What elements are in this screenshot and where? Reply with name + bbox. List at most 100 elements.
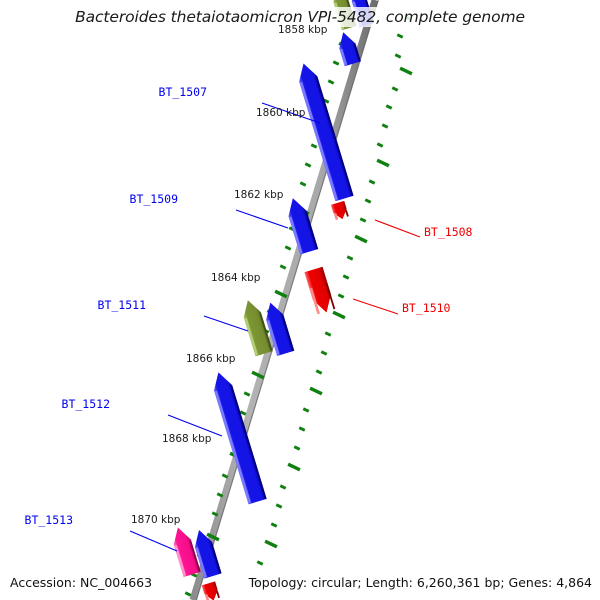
feature-mark bbox=[381, 123, 389, 129]
feature-mark bbox=[391, 86, 399, 92]
leader-line bbox=[261, 102, 321, 124]
axis-tick-label: 1862 kbp bbox=[234, 189, 284, 201]
label-leader-lines bbox=[129, 102, 421, 552]
axis-tick-label: 1866 kbp bbox=[186, 353, 236, 365]
feature-mark bbox=[304, 162, 312, 168]
gene-label-bt_1510[interactable]: BT_1510 bbox=[402, 301, 451, 315]
gene-body[interactable] bbox=[262, 300, 295, 356]
gene-shade bbox=[259, 313, 273, 351]
gene-shade bbox=[305, 211, 318, 249]
axis-tick-label: 1860 kbp bbox=[256, 107, 306, 119]
feature-mark bbox=[337, 293, 345, 299]
gene-label-bt_1511[interactable]: BT_1511 bbox=[97, 298, 146, 312]
genome-backbone-shadow bbox=[195, 0, 379, 600]
gene-bt_1511[interactable] bbox=[239, 298, 273, 357]
gene-BT_1513-blue[interactable] bbox=[190, 527, 222, 579]
feature-mark bbox=[364, 198, 372, 204]
feature-mark bbox=[368, 179, 376, 185]
gene-body[interactable] bbox=[239, 298, 273, 357]
gene-bt_1507[interactable] bbox=[294, 61, 354, 202]
axis-tick-label: 1858 kbp bbox=[278, 24, 328, 36]
feature-mark bbox=[310, 143, 318, 149]
feature-mark bbox=[216, 492, 224, 498]
feature-mark bbox=[264, 539, 278, 549]
feature-mark bbox=[342, 274, 350, 280]
feature-mark bbox=[184, 591, 192, 597]
feature-mark bbox=[298, 426, 306, 432]
gene-bt_1510[interactable] bbox=[304, 266, 336, 316]
gene-shade bbox=[325, 283, 336, 310]
axis-tick-label: 1868 kbp bbox=[162, 433, 212, 445]
gene-body[interactable] bbox=[209, 370, 267, 505]
gene-label-bt_1509[interactable]: BT_1509 bbox=[129, 192, 178, 206]
feature-marks-right-track bbox=[252, 15, 413, 585]
gene-top-olive[interactable] bbox=[330, 0, 357, 31]
backbone-group bbox=[189, 0, 379, 600]
gene-highlight bbox=[333, 213, 339, 221]
feature-mark bbox=[376, 158, 390, 168]
gene-body[interactable] bbox=[284, 195, 319, 255]
gene-bt_1508[interactable] bbox=[330, 200, 349, 221]
feature-mark bbox=[332, 310, 346, 320]
gene-body[interactable] bbox=[330, 200, 349, 221]
feature-mark bbox=[275, 503, 283, 509]
gene-BT_1511-blue[interactable] bbox=[262, 300, 295, 356]
feature-mark bbox=[279, 484, 287, 490]
gene-blue-a[interactable] bbox=[335, 30, 361, 67]
gene-highlight bbox=[174, 544, 186, 577]
leader-line bbox=[203, 315, 249, 332]
feature-mark bbox=[346, 255, 354, 261]
gene-label-bt_1512[interactable]: BT_1512 bbox=[61, 397, 110, 411]
gene-bt_1513[interactable] bbox=[169, 525, 201, 578]
gene-bt_1512[interactable] bbox=[209, 370, 267, 505]
feature-mark bbox=[279, 264, 287, 270]
gene-label-bt_1507[interactable]: BT_1507 bbox=[158, 85, 207, 99]
gene-shade bbox=[345, 209, 349, 217]
feature-mark bbox=[385, 104, 393, 110]
feature-mark bbox=[243, 391, 251, 397]
gene-bt_1509[interactable] bbox=[284, 195, 319, 255]
gene-highlight bbox=[289, 216, 303, 254]
gene-body[interactable] bbox=[201, 581, 221, 600]
feature-mark bbox=[327, 79, 335, 85]
gene-highlight bbox=[204, 594, 210, 600]
leader-line bbox=[352, 298, 399, 315]
feature-mark bbox=[394, 53, 402, 59]
feature-mark bbox=[396, 33, 404, 39]
accession-text: Accession: NC_004663 bbox=[10, 575, 153, 590]
leader-line bbox=[167, 414, 223, 437]
gene-body[interactable] bbox=[304, 266, 335, 316]
feature-mark bbox=[299, 181, 307, 187]
gene-label-bt_1513[interactable]: BT_1513 bbox=[24, 513, 73, 527]
feature-mark bbox=[287, 462, 301, 472]
leader-line bbox=[374, 219, 421, 238]
gene-highlight bbox=[309, 287, 320, 315]
gene-highlight bbox=[266, 320, 280, 355]
leader-line bbox=[235, 209, 289, 229]
gene-highlight bbox=[244, 317, 259, 356]
feature-mark bbox=[399, 66, 413, 76]
feature-mark bbox=[354, 234, 368, 244]
gene-label-bt_1508[interactable]: BT_1508 bbox=[424, 225, 473, 239]
gene-highlight bbox=[214, 390, 251, 504]
gene-highlight bbox=[195, 547, 207, 578]
feature-mark bbox=[270, 522, 278, 528]
genome-backbone bbox=[189, 0, 379, 600]
feature-mark bbox=[293, 445, 301, 451]
feature-mark bbox=[332, 60, 340, 66]
feature-mark bbox=[302, 407, 310, 413]
gene-bottom-red[interactable] bbox=[201, 581, 221, 600]
genome-summary-text: Topology: circular; Length: 6,260,361 bp… bbox=[246, 575, 594, 590]
feature-mark bbox=[404, 15, 412, 21]
axis-tick-label: 1870 kbp bbox=[131, 514, 181, 526]
gene-highlight bbox=[339, 48, 348, 66]
feature-mark bbox=[315, 369, 323, 375]
gene-shade bbox=[281, 315, 294, 351]
gene-shade bbox=[210, 543, 222, 573]
feature-mark bbox=[324, 331, 332, 337]
axis-tick-label: 1864 kbp bbox=[211, 272, 261, 284]
feature-mark bbox=[206, 532, 220, 542]
gene-body[interactable] bbox=[294, 61, 354, 202]
feature-mark bbox=[239, 410, 247, 416]
